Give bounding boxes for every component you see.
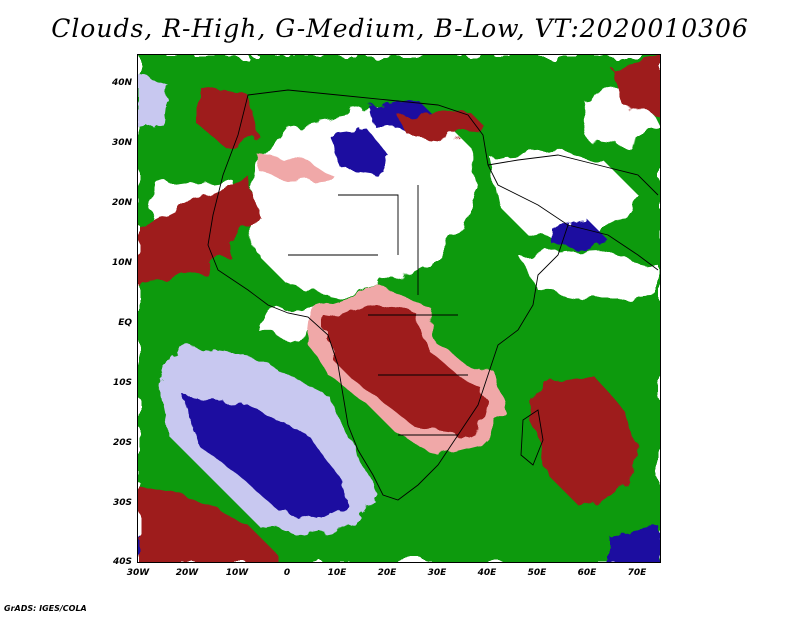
lon-label-10w: 10W bbox=[225, 568, 249, 578]
lat-label-eq: EQ bbox=[118, 318, 132, 328]
high-cloud-areas bbox=[138, 55, 660, 562]
lat-label-30n: 30N bbox=[111, 138, 132, 148]
lat-label-40n: 40N bbox=[111, 78, 132, 88]
software-credit: GrADS: IGES/COLA bbox=[4, 604, 87, 613]
lat-label-40s: 40S bbox=[112, 557, 132, 567]
lon-label-20e: 20E bbox=[377, 568, 397, 578]
lon-label-20w: 20W bbox=[175, 568, 199, 578]
lon-label-10e: 10E bbox=[327, 568, 347, 578]
lat-label-30s: 30S bbox=[112, 498, 132, 508]
lat-label-10n: 10N bbox=[111, 258, 132, 268]
lon-label-30w: 30W bbox=[126, 568, 150, 578]
lat-label-20s: 20S bbox=[112, 438, 132, 448]
lat-label-20n: 20N bbox=[111, 198, 132, 208]
lon-label-70e: 70E bbox=[627, 568, 647, 578]
lon-label-0: 0 bbox=[283, 568, 291, 578]
lon-label-40e: 40E bbox=[477, 568, 497, 578]
lon-label-50e: 50E bbox=[527, 568, 547, 578]
lon-label-60e: 60E bbox=[577, 568, 597, 578]
coastlines bbox=[207, 89, 659, 501]
lat-label-10s: 10S bbox=[112, 378, 132, 388]
cloud-map bbox=[137, 54, 661, 563]
map-title: Clouds, R-High, G-Medium, B-Low, VT:2020… bbox=[51, 14, 749, 43]
cloud-map-canvas bbox=[138, 55, 660, 562]
lon-label-30e: 30E bbox=[427, 568, 447, 578]
